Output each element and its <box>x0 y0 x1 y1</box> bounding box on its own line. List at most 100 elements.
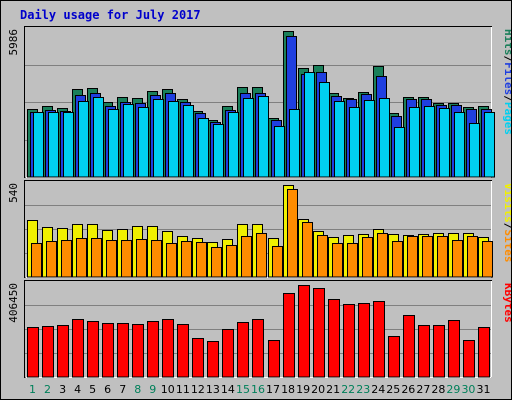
bar-pages-day-18 <box>289 109 300 178</box>
bar-pages-day-7 <box>123 104 134 178</box>
legend-item-pages: Pages <box>502 102 511 135</box>
x-tick-label-30: 30 <box>461 383 475 396</box>
bar-kbytes-day-10 <box>162 319 174 378</box>
x-tick-label-10: 10 <box>161 383 175 396</box>
bar-pages-day-29 <box>454 112 465 178</box>
bar-kbytes-day-3 <box>57 325 69 378</box>
legend-separator: / <box>502 56 511 63</box>
legend-item-sites: Sites <box>502 229 511 262</box>
bar-kbytes-day-14 <box>222 329 234 378</box>
bar-kbytes-day-12 <box>192 338 204 378</box>
bar-sites-day-22 <box>347 243 358 278</box>
y-max-label-hits-files-pages: 5986 <box>7 29 20 56</box>
bar-kbytes-day-15 <box>237 322 249 378</box>
bar-kbytes-day-7 <box>117 323 129 378</box>
bar-kbytes-day-25 <box>388 336 400 378</box>
bar-sites-day-16 <box>256 233 267 278</box>
chart-title: Daily usage for July 2017 <box>20 8 201 22</box>
x-tick-label-21: 21 <box>326 383 340 396</box>
legend-item-kbytes: KBytes <box>502 283 511 323</box>
bar-pages-day-15 <box>243 98 254 178</box>
bar-pages-day-17 <box>274 126 285 178</box>
x-tick-label-31: 31 <box>476 383 490 396</box>
bar-pages-day-3 <box>63 112 74 178</box>
bar-pages-day-31 <box>484 112 495 178</box>
legend-kbytes: KBytes <box>502 283 511 323</box>
bar-kbytes-day-11 <box>177 324 189 378</box>
bar-sites-day-2 <box>46 241 57 278</box>
bar-sites-day-31 <box>482 241 493 278</box>
x-tick-label-11: 11 <box>176 383 190 396</box>
x-tick-label-5: 5 <box>89 383 96 396</box>
bar-sites-day-19 <box>302 222 313 278</box>
bar-kbytes-day-9 <box>147 321 159 378</box>
bar-pages-day-8 <box>138 107 149 178</box>
x-tick-label-9: 9 <box>149 383 156 396</box>
bar-pages-day-10 <box>168 101 179 178</box>
bar-sites-day-25 <box>392 241 403 278</box>
bar-kbytes-day-5 <box>87 321 99 378</box>
x-tick-label-20: 20 <box>311 383 325 396</box>
bar-sites-day-6 <box>106 240 117 278</box>
bar-pages-day-9 <box>153 99 164 178</box>
x-tick-label-17: 17 <box>266 383 280 396</box>
x-tick-label-13: 13 <box>206 383 220 396</box>
x-tick-label-22: 22 <box>341 383 355 396</box>
bar-kbytes-day-6 <box>102 323 114 378</box>
bar-pages-day-25 <box>394 127 405 178</box>
bar-sites-day-27 <box>422 236 433 278</box>
bar-sites-day-24 <box>377 233 388 278</box>
bar-kbytes-day-27 <box>418 325 430 378</box>
bar-kbytes-day-29 <box>448 320 460 378</box>
bar-kbytes-day-8 <box>132 324 144 378</box>
bar-sites-day-29 <box>452 240 463 278</box>
bar-kbytes-day-26 <box>403 315 415 378</box>
y-max-label-visits-sites: 540 <box>7 183 20 203</box>
bar-kbytes-day-28 <box>433 325 445 378</box>
legend-separator: / <box>502 95 511 102</box>
bar-kbytes-day-4 <box>72 319 84 378</box>
bar-sites-day-4 <box>76 238 87 278</box>
bar-sites-day-3 <box>61 240 72 278</box>
legend-visits-sites: Visits/Sites <box>502 183 511 263</box>
bar-pages-day-26 <box>409 107 420 178</box>
bar-sites-day-13 <box>211 247 222 278</box>
x-tick-label-28: 28 <box>431 383 445 396</box>
x-tick-label-27: 27 <box>416 383 430 396</box>
x-tick-label-6: 6 <box>104 383 111 396</box>
bar-sites-day-9 <box>151 240 162 278</box>
bar-sites-day-11 <box>181 241 192 278</box>
bar-sites-day-28 <box>437 236 448 278</box>
legend-item-visits: Visits <box>502 183 511 223</box>
bar-sites-day-18 <box>287 189 298 278</box>
bar-pages-day-24 <box>379 98 390 178</box>
bar-sites-day-8 <box>136 239 147 278</box>
bar-kbytes-day-19 <box>298 285 310 378</box>
x-tick-label-19: 19 <box>296 383 310 396</box>
bar-sites-day-26 <box>407 236 418 278</box>
x-tick-label-18: 18 <box>281 383 295 396</box>
bar-sites-day-1 <box>31 243 42 278</box>
x-tick-label-25: 25 <box>386 383 400 396</box>
x-tick-label-14: 14 <box>221 383 235 396</box>
x-tick-label-23: 23 <box>356 383 370 396</box>
y-max-label-kbytes: 406450 <box>7 283 20 323</box>
legend-hits-files-pages: Hits/Files/Pages <box>502 29 511 135</box>
x-tick-label-4: 4 <box>74 383 81 396</box>
bar-sites-day-7 <box>121 240 132 278</box>
bar-pages-day-4 <box>78 101 89 178</box>
bar-pages-day-16 <box>258 96 269 178</box>
bar-sites-day-20 <box>317 235 328 278</box>
bar-kbytes-day-2 <box>42 326 54 378</box>
bar-kbytes-day-20 <box>313 288 325 378</box>
bar-pages-day-1 <box>33 112 44 178</box>
bar-pages-day-11 <box>183 105 194 178</box>
bar-kbytes-day-16 <box>252 319 264 378</box>
legend-item-hits: Hits <box>502 29 511 56</box>
bar-kbytes-day-23 <box>358 303 370 378</box>
bar-kbytes-day-22 <box>343 304 355 378</box>
bar-pages-day-14 <box>228 112 239 178</box>
bar-sites-day-15 <box>241 236 252 278</box>
